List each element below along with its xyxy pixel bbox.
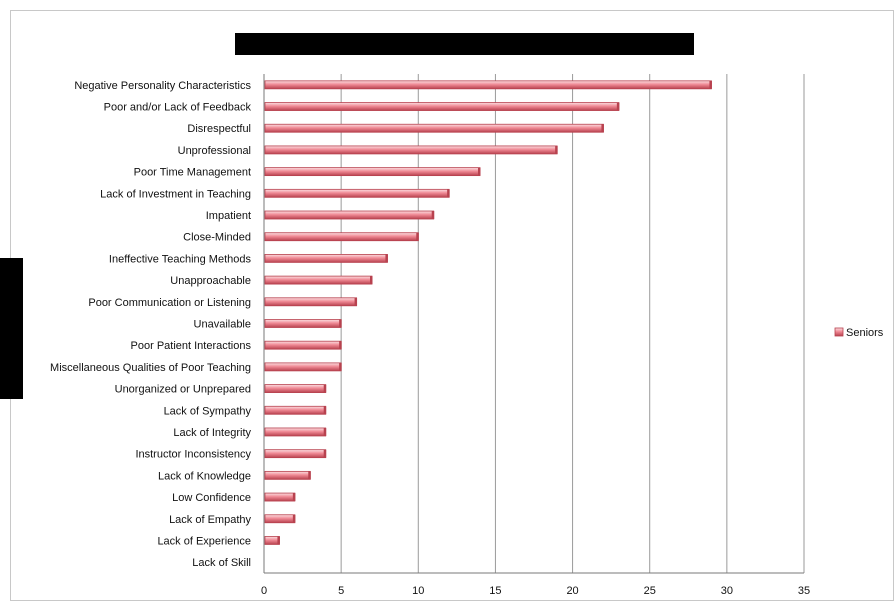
bar-end-cap	[292, 493, 296, 502]
category-label: Lack of Investment in Teaching	[100, 188, 251, 200]
category-label: Lack of Sympathy	[164, 405, 252, 417]
bar	[264, 145, 558, 155]
title-redaction-block	[235, 33, 694, 55]
legend-swatch	[834, 327, 844, 337]
bar	[264, 384, 327, 393]
bar	[264, 167, 481, 177]
bar-end-cap	[277, 536, 280, 545]
bar-end-cap	[616, 102, 620, 111]
bar-end-cap	[431, 211, 435, 220]
bar-end-cap	[323, 384, 327, 393]
legend-label-seniors: Seniors	[846, 327, 884, 339]
category-label-layer: Negative Personality Characteristics Poor…	[50, 80, 251, 569]
bar-end-cap	[323, 449, 327, 458]
category-label: Poor Patient Interactions	[131, 340, 252, 352]
bar-end-cap	[385, 254, 388, 263]
bar	[264, 449, 327, 459]
bar-layer	[264, 80, 712, 545]
bar	[264, 297, 357, 307]
category-label: Negative Personality Characteristics	[74, 80, 251, 92]
bar-end-cap	[354, 297, 358, 306]
bar	[264, 405, 327, 415]
x-tick-label: 30	[721, 585, 733, 597]
x-tick-label: 5	[338, 585, 344, 597]
category-label: Lack of Skill	[192, 557, 251, 569]
grid-layer	[263, 74, 805, 574]
bar-end-cap	[339, 341, 342, 350]
bar	[264, 188, 450, 198]
category-label: Disrespectful	[187, 123, 251, 135]
bar-end-cap	[447, 189, 450, 198]
tick-label-layer: 0 5 10 15 20 25 30 35	[261, 585, 810, 597]
bar	[264, 427, 327, 437]
bar	[264, 232, 419, 242]
bar	[264, 102, 620, 111]
bar-end-cap	[339, 362, 342, 371]
bar	[264, 492, 296, 502]
bar-end-cap	[601, 124, 604, 133]
category-label: Poor Communication or Listening	[88, 297, 251, 309]
bar-end-cap	[323, 406, 327, 415]
bar	[264, 80, 712, 90]
category-label: Lack of Empathy	[169, 514, 251, 526]
legend: Seniors	[834, 327, 884, 339]
category-label: Unprofessional	[178, 145, 251, 157]
bar-end-cap	[555, 145, 558, 154]
category-label: Impatient	[206, 210, 251, 222]
bar	[264, 470, 311, 480]
bar-end-cap	[323, 427, 327, 436]
category-label: Unavailable	[194, 319, 251, 331]
bar-end-cap	[339, 319, 342, 328]
category-label: Lack of Integrity	[173, 427, 251, 439]
bar-end-cap	[292, 514, 296, 523]
bar-end-cap	[308, 471, 311, 480]
bar	[264, 319, 342, 328]
category-label: Lack of Knowledge	[158, 470, 251, 482]
bar-end-cap	[416, 232, 419, 241]
category-label: Low Confidence	[172, 492, 251, 504]
category-label: Unorganized or Unprepared	[115, 384, 251, 396]
category-label: Miscellaneous Qualities of Poor Teaching	[50, 362, 251, 374]
bar	[264, 275, 373, 285]
bar-end-cap	[370, 276, 373, 285]
bar	[264, 254, 388, 263]
x-tick-label: 15	[489, 585, 501, 597]
bar	[264, 210, 435, 220]
bar	[264, 340, 342, 350]
category-label: Poor Time Management	[134, 167, 251, 179]
bar	[264, 514, 296, 524]
bar	[264, 362, 342, 372]
bar	[264, 536, 280, 545]
x-tick-label: 25	[644, 585, 656, 597]
x-tick-label: 35	[798, 585, 810, 597]
bar-end-cap	[478, 167, 481, 176]
category-label: Unapproachable	[170, 275, 251, 287]
x-tick-label: 20	[566, 585, 578, 597]
category-label: Close-Minded	[183, 232, 251, 244]
bar	[264, 123, 604, 133]
category-label: Poor and/or Lack of Feedback	[104, 102, 252, 114]
category-label: Lack of Experience	[157, 535, 251, 547]
ylabel-redaction-block	[0, 258, 23, 399]
category-label: Ineffective Teaching Methods	[109, 253, 252, 265]
category-label: Instructor Inconsistency	[135, 449, 251, 461]
x-tick-label: 0	[261, 585, 267, 597]
x-tick-label: 10	[412, 585, 424, 597]
bar-end-cap	[709, 80, 712, 89]
